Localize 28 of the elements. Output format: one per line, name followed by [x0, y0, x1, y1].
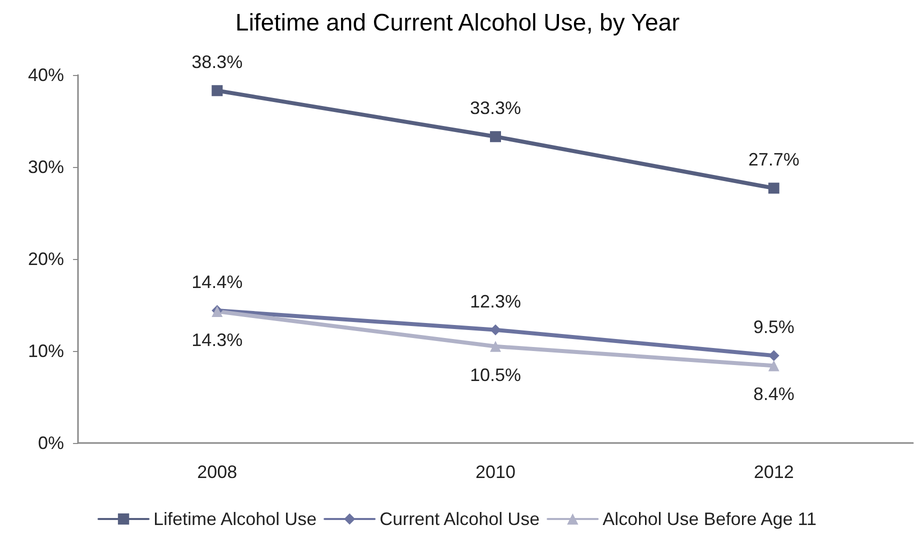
- y-tick-label: 40%: [28, 65, 64, 85]
- y-tick-label: 20%: [28, 249, 64, 269]
- data-label: 12.3%: [470, 291, 522, 312]
- legend-label: Alcohol Use Before Age 11: [602, 509, 816, 529]
- x-tick-label: 2012: [754, 462, 794, 482]
- point: [490, 340, 501, 352]
- data-label: 9.5%: [753, 317, 794, 338]
- data-label: 14.4%: [192, 272, 243, 292]
- point: [212, 85, 223, 96]
- y-tick-label: 30%: [28, 157, 64, 177]
- data-label: 14.3%: [192, 330, 243, 350]
- data-label: 33.3%: [470, 98, 522, 118]
- point: [490, 131, 501, 142]
- x-tick-label: 2010: [475, 462, 516, 482]
- y-tick-label: 0%: [38, 433, 64, 453]
- data-label: 10.5%: [470, 364, 522, 385]
- y-tick-label: 10%: [28, 341, 64, 361]
- legend-label: Lifetime Alcohol Use: [154, 509, 317, 529]
- data-label: 38.3%: [192, 52, 243, 72]
- data-label: 8.4%: [753, 384, 794, 404]
- point: [768, 350, 780, 362]
- x-tick-label: 2008: [197, 462, 238, 482]
- point: [768, 182, 780, 194]
- point: [768, 360, 780, 372]
- legend-label: Current Alcohol Use: [380, 509, 540, 529]
- chart-title: Lifetime and Current Alcohol Use, by Year: [235, 10, 680, 36]
- data-label: 27.7%: [748, 150, 800, 170]
- point: [490, 324, 501, 336]
